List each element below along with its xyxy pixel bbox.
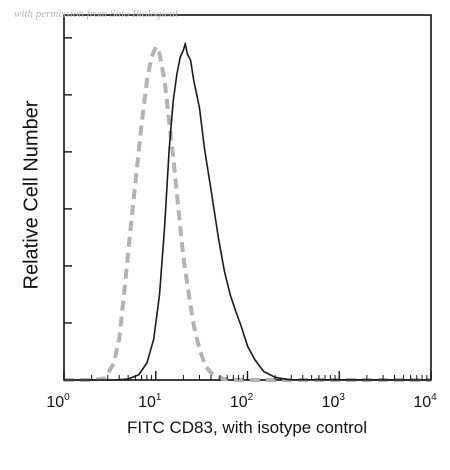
tick-layer: 100 101 102 103 104 [46,37,437,411]
cd83-curve [64,42,432,381]
x-tick-label: 104 [413,392,437,411]
x-tick-label: 100 [46,392,70,411]
series-layer [64,42,432,382]
watermark-text: with permission from Sino Biological [14,8,178,20]
isotype-control-curve [64,44,431,382]
x-axis-label: FITC CD83, with isotype control [127,418,367,437]
x-tick-label: 103 [322,392,346,411]
x-tick-label: 102 [230,392,254,411]
x-tick-label: 101 [138,392,162,411]
y-axis-label: Relative Cell Number [20,100,43,290]
